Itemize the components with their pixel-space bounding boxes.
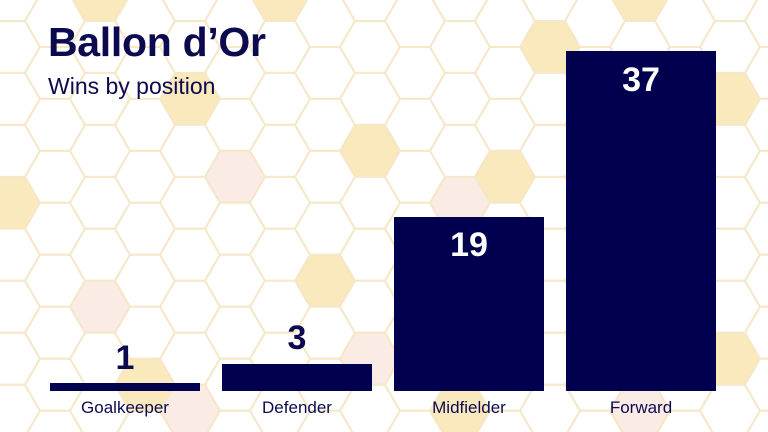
chart-subtitle: Wins by position [48, 73, 216, 99]
value-label-goalkeeper: 1 [115, 339, 135, 377]
chart-title: Ballon d’Or [48, 19, 266, 65]
bar-forward [566, 51, 716, 391]
value-label-defender: 3 [287, 319, 307, 357]
bar-defender [222, 364, 372, 391]
bar-midfielder [394, 217, 544, 391]
value-label-midfielder: 19 [450, 226, 488, 264]
category-label-goalkeeper: Goalkeeper [81, 398, 169, 417]
bar-goalkeeper [50, 383, 200, 391]
category-label-midfielder: Midfielder [432, 398, 506, 417]
category-label-defender: Defender [262, 398, 332, 417]
category-label-forward: Forward [609, 398, 673, 417]
value-label-forward: 37 [622, 61, 660, 99]
